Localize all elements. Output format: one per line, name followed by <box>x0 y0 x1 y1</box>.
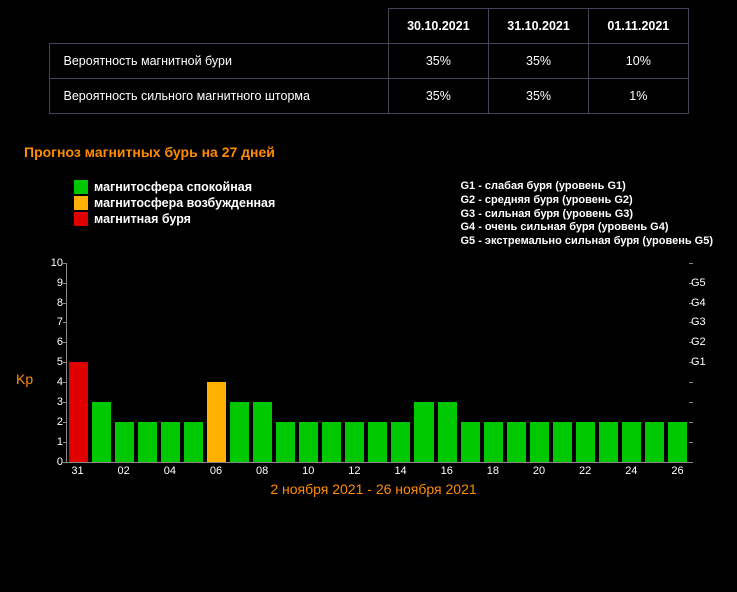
cell: 35% <box>488 79 588 114</box>
kp-chart: Kp 012345678910G1G2G3G4G5 31020406081012… <box>44 263 713 513</box>
legends: магнитосфера спокойная магнитосфера возбу… <box>14 180 723 249</box>
row-label: Вероятность магнитной бури <box>49 44 388 79</box>
x-axis-labels: 31 02 04 06 08 10 12 14 16 18 20 22 24 26 <box>66 463 689 479</box>
y-tick-label: 5 <box>47 356 63 368</box>
bar <box>322 422 341 462</box>
x-tick-label: 26 <box>671 465 683 477</box>
table-row: Вероятность магнитной бури 35% 35% 10% <box>49 44 688 79</box>
bar <box>69 362 88 462</box>
g-legend-line: G5 - экстремально сильная буря (уровень … <box>460 235 713 249</box>
y-tick-label: 10 <box>47 257 63 269</box>
bar <box>622 422 641 462</box>
bar <box>391 422 410 462</box>
g-legend-line: G2 - средняя буря (уровень G2) <box>460 194 713 208</box>
g-tick-label: G1 <box>691 356 711 368</box>
x-tick-label: 24 <box>625 465 637 477</box>
legend-text: магнитосфера спокойная <box>94 180 252 194</box>
cell: 35% <box>388 44 488 79</box>
y-tick-label: 8 <box>47 297 63 309</box>
bar <box>484 422 503 462</box>
x-tick-label: 12 <box>348 465 360 477</box>
legend-text: магнитосфера возбужденная <box>94 196 275 210</box>
probability-table: 30.10.2021 31.10.2021 01.11.2021 Вероятн… <box>49 8 689 114</box>
bar <box>115 422 134 462</box>
legend-swatch <box>74 212 88 226</box>
legend-swatch <box>74 180 88 194</box>
x-tick-label: 14 <box>394 465 406 477</box>
x-tick-label: 18 <box>487 465 499 477</box>
bar <box>184 422 203 462</box>
x-tick-label: 02 <box>118 465 130 477</box>
x-tick-label: 16 <box>441 465 453 477</box>
bar <box>368 422 387 462</box>
bar <box>645 422 664 462</box>
g-legend-line: G1 - слабая буря (уровень G1) <box>460 180 713 194</box>
y-tick-label: 6 <box>47 336 63 348</box>
g-legend-line: G3 - сильная буря (уровень G3) <box>460 208 713 222</box>
date-header: 30.10.2021 <box>388 9 488 44</box>
cell: 35% <box>488 44 588 79</box>
bar <box>92 402 111 462</box>
chart-title: Прогноз магнитных бурь на 27 дней <box>24 144 723 160</box>
g-tick-label: G2 <box>691 336 711 348</box>
bar <box>530 422 549 462</box>
legend-right: G1 - слабая буря (уровень G1)G2 - средня… <box>460 180 713 249</box>
bar <box>299 422 318 462</box>
date-header: 31.10.2021 <box>488 9 588 44</box>
bar <box>207 382 226 462</box>
legend-item: магнитосфера возбужденная <box>74 196 275 210</box>
bar <box>414 402 433 462</box>
bar <box>438 402 457 462</box>
x-tick-label: 06 <box>210 465 222 477</box>
x-tick-label: 20 <box>533 465 545 477</box>
x-tick-label: 10 <box>302 465 314 477</box>
plot-area: 012345678910G1G2G3G4G5 <box>66 263 689 463</box>
bars-container <box>67 263 689 462</box>
legend-text: магнитная буря <box>94 212 191 226</box>
x-tick-label: 04 <box>164 465 176 477</box>
date-range: 2 ноября 2021 - 26 ноября 2021 <box>34 481 713 497</box>
kp-axis-label: Kp <box>16 371 33 387</box>
row-label: Вероятность сильного магнитного шторма <box>49 79 388 114</box>
legend-item: магнитная буря <box>74 212 275 226</box>
legend-swatch <box>74 196 88 210</box>
g-legend-line: G4 - очень сильная буря (уровень G4) <box>460 221 713 235</box>
bar <box>668 422 687 462</box>
y-tick-label: 4 <box>47 376 63 388</box>
bar <box>553 422 572 462</box>
x-tick-label: 31 <box>71 465 83 477</box>
date-header: 01.11.2021 <box>589 9 688 44</box>
legend-left: магнитосфера спокойная магнитосфера возбу… <box>74 180 275 249</box>
y-tick-label: 9 <box>47 277 63 289</box>
g-tick-label: G4 <box>691 297 711 309</box>
y-tick-label: 3 <box>47 396 63 408</box>
legend-item: магнитосфера спокойная <box>74 180 275 194</box>
g-tick-label: G3 <box>691 316 711 328</box>
x-tick-label: 22 <box>579 465 591 477</box>
table-row: Вероятность сильного магнитного шторма 3… <box>49 79 688 114</box>
cell: 10% <box>589 44 688 79</box>
x-tick-label: 08 <box>256 465 268 477</box>
cell: 1% <box>589 79 688 114</box>
y-tick-label: 2 <box>47 416 63 428</box>
bar <box>230 402 249 462</box>
bar <box>599 422 618 462</box>
bar <box>461 422 480 462</box>
bar <box>345 422 364 462</box>
bar <box>507 422 526 462</box>
y-tick-label: 1 <box>47 436 63 448</box>
bar <box>161 422 180 462</box>
bar <box>253 402 272 462</box>
g-tick-label: G5 <box>691 277 711 289</box>
bar <box>138 422 157 462</box>
table-blank-header <box>49 9 388 44</box>
y-tick-label: 0 <box>47 456 63 468</box>
bar <box>576 422 595 462</box>
bar <box>276 422 295 462</box>
y-tick-label: 7 <box>47 316 63 328</box>
cell: 35% <box>388 79 488 114</box>
